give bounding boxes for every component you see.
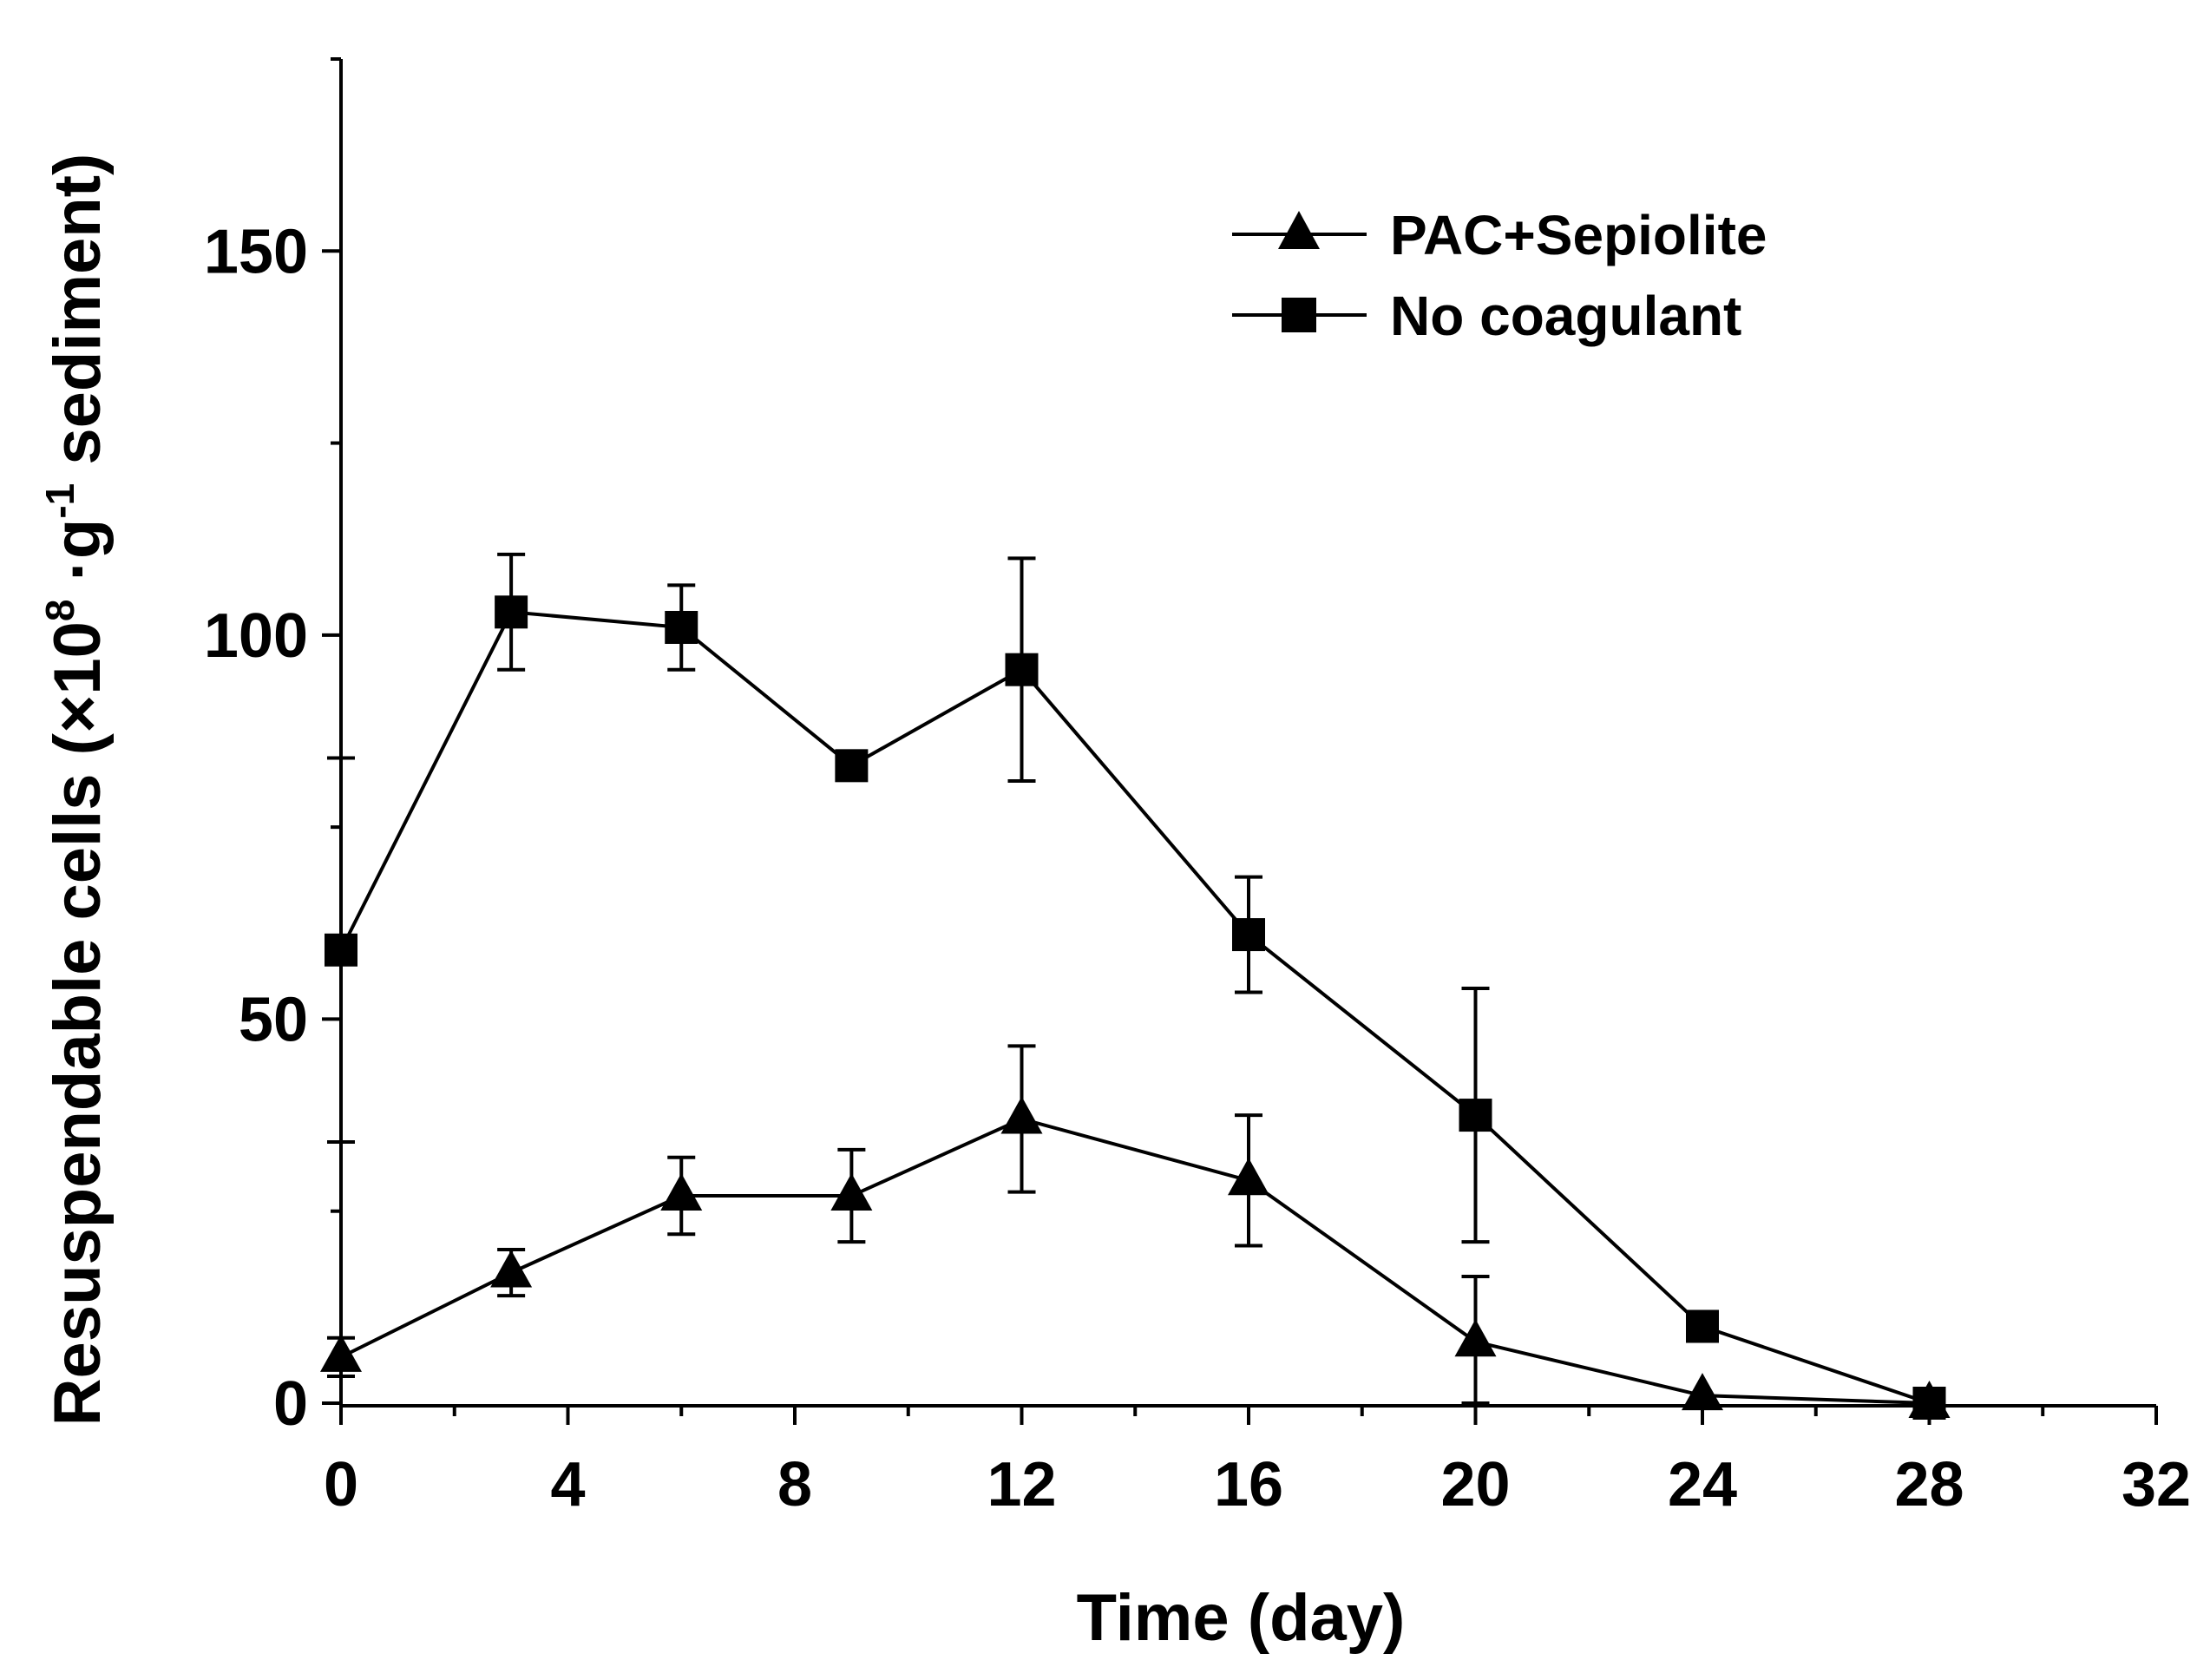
y-axis-title: Resuspendable cells (×108 ·g-1 sediment) — [37, 154, 115, 1427]
data-point-square — [1232, 918, 1265, 952]
y-axis-title-mid: ·g — [41, 519, 115, 600]
data-point-triangle — [660, 1173, 703, 1211]
y-axis-title-exp2: -1 — [37, 483, 82, 519]
legend-label-no-coagulant: No coagulant — [1390, 285, 1741, 347]
data-point-square — [325, 933, 357, 967]
series-line-pac-sepiolite — [340, 1117, 1930, 1405]
x-tick-label: 12 — [987, 1450, 1056, 1519]
y-axis-title-end: sediment) — [41, 154, 115, 483]
y-tick-label: 150 — [204, 217, 308, 286]
legend-square-marker — [1282, 298, 1316, 332]
x-tick-label: 8 — [777, 1450, 812, 1519]
data-point-square — [495, 595, 528, 629]
data-point-square — [1912, 1387, 1946, 1420]
data-point-square — [665, 611, 698, 645]
legend-label-pac-sepiolite: PAC+Sepiolite — [1390, 204, 1767, 266]
data-point-square — [1005, 653, 1039, 686]
y-tick-label: 50 — [239, 985, 308, 1054]
legend: PAC+Sepiolite No coagulant — [1232, 204, 1767, 347]
data-point-square — [1686, 1309, 1719, 1343]
data-point-square — [835, 749, 869, 783]
x-tick-label: 16 — [1214, 1450, 1283, 1519]
data-point-triangle — [1000, 1096, 1043, 1134]
data-point-square — [1459, 1099, 1492, 1132]
x-tick-label: 20 — [1440, 1450, 1510, 1519]
data-point-triangle — [830, 1173, 873, 1211]
data-point-triangle — [1454, 1319, 1497, 1357]
series-line-no-coagulant — [339, 610, 1931, 1405]
series-pac-sepiolite — [320, 1044, 1951, 1418]
x-tick-label: 28 — [1894, 1450, 1964, 1519]
y-axis-ticks: 0 50 100 150 — [204, 57, 341, 1439]
x-tick-label: 0 — [324, 1450, 358, 1519]
series-no-coagulant — [325, 552, 1946, 1420]
x-tick-label: 32 — [2121, 1450, 2191, 1519]
y-axis-title-exp1: 8 — [37, 600, 82, 622]
x-tick-label: 4 — [550, 1450, 585, 1519]
x-axis-title: Time (day) — [1077, 1581, 1406, 1655]
data-point-triangle — [1228, 1158, 1269, 1196]
data-point-triangle — [320, 1334, 362, 1372]
legend-triangle-marker — [1278, 211, 1320, 249]
y-axis-title-main: Resuspendable cells (×10 — [41, 621, 115, 1426]
data-point-triangle — [490, 1250, 533, 1288]
series-layer — [320, 552, 1951, 1420]
x-axis-ticks: 0 4 8 12 16 20 24 28 32 — [324, 1406, 2191, 1519]
y-tick-label: 100 — [204, 601, 308, 671]
data-point-triangle — [1682, 1373, 1723, 1411]
y-tick-label: 0 — [273, 1369, 308, 1439]
x-tick-label: 24 — [1668, 1450, 1737, 1519]
